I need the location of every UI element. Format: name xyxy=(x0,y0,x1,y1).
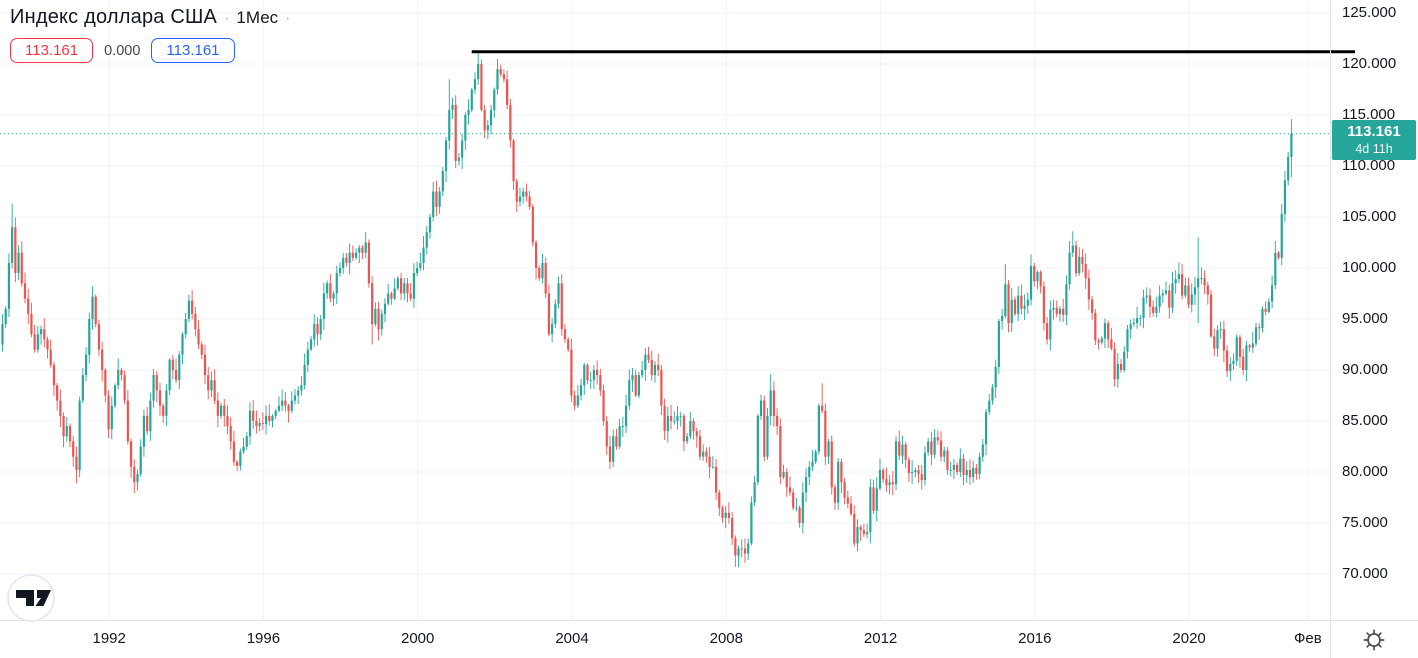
chart-header: Индекс доллара США · 1Мес · 113.161 0.00… xyxy=(10,6,291,63)
timezone-settings-button[interactable] xyxy=(1360,626,1388,654)
candle-wicks xyxy=(2,53,1292,568)
time-axis[interactable]: 1992 1996 2000 2004 2008 2012 2016 2020 Фев xyxy=(0,621,1418,658)
price-axis-label: 85.000 xyxy=(1342,412,1388,429)
time-axis-label: 2016 xyxy=(1018,630,1052,647)
spread-value: 0.000 xyxy=(104,42,141,59)
interval-selector[interactable]: 1Мес xyxy=(236,8,279,27)
bar-close-countdown: 4d 11h xyxy=(1355,142,1393,157)
price-axis-label: 95.000 xyxy=(1342,310,1388,327)
price-axis-label: 125.000 xyxy=(1342,4,1397,21)
gear-icon xyxy=(1363,629,1385,651)
price-axis-label: 110.000 xyxy=(1342,157,1396,174)
price-axis[interactable]: 125.000 120.000 115.000 110.000 105.000 100.0… xyxy=(1331,0,1418,620)
chart-area[interactable] xyxy=(0,0,1418,620)
price-axis-label: 80.000 xyxy=(1342,463,1388,480)
time-axis-label: 2004 xyxy=(555,630,589,647)
title-row: Индекс доллара США · 1Мес · xyxy=(10,6,291,29)
tradingview-logo-icon xyxy=(7,574,55,622)
time-axis-label: Фев xyxy=(1294,630,1322,647)
axis-separator-horizontal xyxy=(0,620,1418,621)
time-axis-label: 1996 xyxy=(246,630,281,647)
time-axis-label: 2000 xyxy=(401,630,435,647)
bid-ask-row: 113.161 0.000 113.161 xyxy=(10,38,291,63)
time-axis-label: 2008 xyxy=(709,630,743,647)
gridlines xyxy=(0,0,1330,620)
time-axis-label: 2020 xyxy=(1172,630,1206,647)
time-axis-label: 2012 xyxy=(863,630,898,647)
last-price-badge: 113.161 4d 11h xyxy=(1332,120,1416,161)
separator-dot: · xyxy=(224,10,230,27)
symbol-title[interactable]: Индекс доллара США xyxy=(10,6,218,28)
price-axis-label: 115.000 xyxy=(1342,106,1396,123)
price-axis-label: 70.000 xyxy=(1342,565,1388,582)
price-axis-label: 90.000 xyxy=(1342,361,1388,378)
last-price-value: 113.161 xyxy=(1347,123,1401,141)
time-axis-label: 1992 xyxy=(92,630,126,647)
price-axis-label: 120.000 xyxy=(1342,55,1397,72)
price-axis-label: 100.000 xyxy=(1342,259,1397,276)
tradingview-logo[interactable] xyxy=(6,573,56,628)
separator-dot: · xyxy=(285,10,291,27)
candle-bodies xyxy=(1,64,1293,556)
price-axis-label: 75.000 xyxy=(1342,514,1388,531)
buy-price-button[interactable]: 113.161 xyxy=(151,38,235,63)
sell-price-button[interactable]: 113.161 xyxy=(10,38,94,63)
price-axis-label: 105.000 xyxy=(1342,208,1397,225)
axis-separator-vertical xyxy=(1330,0,1331,658)
